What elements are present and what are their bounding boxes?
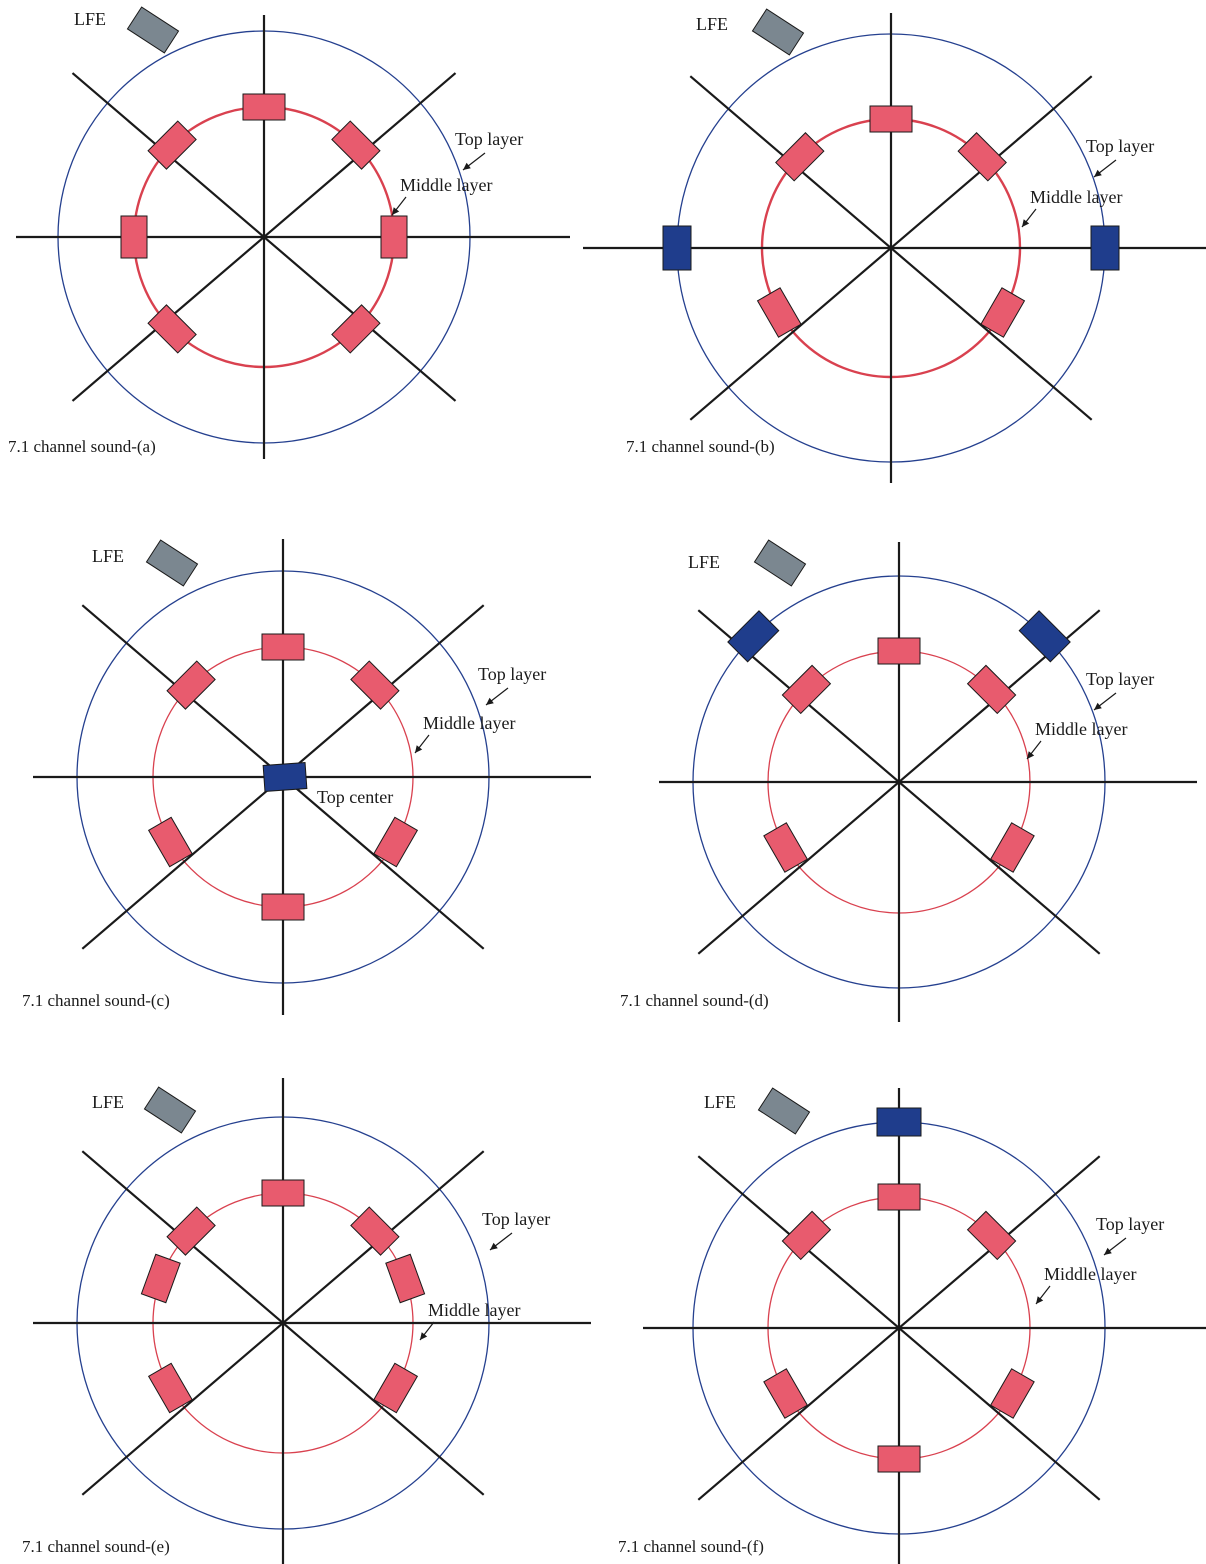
middle-speaker [331,120,381,170]
middle-speaker [966,1210,1017,1261]
middle-speaker [385,1253,426,1304]
middle-layer-label: Middle layer [1030,187,1122,207]
diagonal-axis-ne-sw [697,1155,1101,1501]
middle-speaker [140,1253,181,1304]
top-speaker [1018,610,1071,663]
lfe-speaker [757,1087,811,1135]
lfe-speaker [145,539,199,587]
top-layer-arrow-head [1104,1247,1112,1255]
top-center-speaker [262,762,308,792]
lfe-label: LFE [696,14,728,34]
panel-caption: 7.1 channel sound-(f) [618,1537,764,1556]
diagonal-axis-ne-sw [697,609,1101,955]
top-layer-label: Top layer [455,129,523,149]
top-layer-label: Top layer [482,1209,550,1229]
panel-d: LFE Top layer Middle layer 7.1 channel soun… [620,539,1197,1022]
middle-layer-arrow-head [1022,219,1030,227]
lfe-label: LFE [74,9,106,29]
middle-layer-arrow-head [420,1332,428,1340]
middle-layer-label: Middle layer [1035,719,1127,739]
middle-speaker [775,132,825,182]
diagonal-axis-ne-sw [71,72,457,402]
top-layer-label: Top layer [1096,1214,1164,1234]
top-layer-label: Top layer [1086,669,1154,689]
top-layer-arrow-head [463,162,471,170]
middle-speaker [869,105,913,133]
panel-caption: 7.1 channel sound-(d) [620,991,769,1010]
panel-e: LFE Top layer Middle layer 7.1 channel soun… [22,1078,591,1564]
lfe-label: LFE [688,552,720,572]
middle-layer-label: Middle layer [400,175,492,195]
middle-speaker [966,664,1017,715]
panel-caption: 7.1 channel sound-(e) [22,1537,170,1556]
panel-caption: 7.1 channel sound-(b) [626,437,775,456]
middle-speaker [350,1206,400,1256]
middle-speaker [120,215,148,259]
middle-layer-label: Middle layer [428,1300,520,1320]
lfe-speaker [126,6,180,54]
middle-speaker [350,660,400,710]
middle-speaker [373,816,419,868]
middle-speaker [166,1206,216,1256]
middle-speaker [957,132,1007,182]
top-center-label: Top center [317,787,393,807]
top-speaker [876,1107,922,1137]
top-layer-label: Top layer [478,664,546,684]
lfe-speaker [143,1086,197,1134]
lfe-label: LFE [92,1092,124,1112]
middle-speaker [147,1362,193,1414]
middle-layer-arrow-head [1027,751,1035,759]
top-speaker [662,225,692,271]
middle-speaker [331,304,381,354]
middle-speaker [147,120,197,170]
middle-layer-arrow-head [415,745,423,753]
top-layer-arrow-head [490,1242,498,1250]
top-layer-arrow-head [486,697,494,705]
lfe-label: LFE [704,1092,736,1112]
middle-speaker [380,215,408,259]
panel-a: LFE Top layer Middle layer 7.1 channel soun… [8,6,570,459]
middle-speaker [763,1368,809,1419]
middle-speaker [261,633,305,661]
middle-speaker [242,93,286,121]
middle-speaker [147,816,193,868]
top-speaker [1090,225,1120,271]
middle-speaker [756,287,802,338]
diagonal-axis-ne-sw [81,1150,485,1496]
middle-speaker [989,1368,1035,1419]
middle-speaker [877,1445,921,1473]
middle-speaker [980,287,1026,338]
panel-c: Top center LFE Top layer Middle layer 7.1 ch… [22,539,591,1015]
middle-layer-arrow-head [1036,1296,1044,1304]
panel-caption: 7.1 channel sound-(a) [8,437,156,456]
middle-speaker [373,1362,419,1414]
diagonal-axis-ne-sw [689,75,1093,421]
middle-layer-label: Middle layer [423,713,515,733]
top-layer-arrow-head [1094,702,1102,710]
middle-speaker [147,304,197,354]
middle-speaker [877,637,921,665]
middle-speaker [166,660,216,710]
middle-speaker [261,893,305,921]
top-layer-arrow-head [1094,169,1102,177]
middle-layer-label: Middle layer [1044,1264,1136,1284]
lfe-speaker [753,539,807,587]
middle-layer-arrow-head [392,207,400,215]
top-speaker [727,610,780,663]
lfe-speaker [751,8,805,56]
middle-speaker [763,822,809,873]
middle-speaker [781,664,832,715]
lfe-label: LFE [92,546,124,566]
panel-caption: 7.1 channel sound-(c) [22,991,170,1010]
middle-speaker [877,1183,921,1211]
panel-f: LFE Top layer Middle layer 7.1 channel soun… [618,1087,1206,1564]
middle-speaker [781,1210,832,1261]
middle-speaker [261,1179,305,1207]
middle-speaker [989,822,1035,873]
top-layer-label: Top layer [1086,136,1154,156]
panel-b: LFE Top layer Middle layer 7.1 channel soun… [583,8,1206,483]
